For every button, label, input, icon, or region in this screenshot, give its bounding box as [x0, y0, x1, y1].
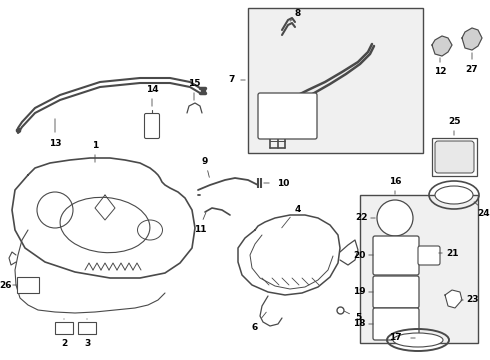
Text: 11: 11 [194, 225, 206, 234]
FancyBboxPatch shape [248, 8, 423, 153]
Polygon shape [432, 36, 452, 56]
Text: 22: 22 [355, 213, 367, 222]
Text: 15: 15 [188, 78, 200, 87]
Text: 27: 27 [466, 66, 478, 75]
FancyBboxPatch shape [258, 93, 317, 139]
FancyBboxPatch shape [373, 276, 419, 308]
Text: 6: 6 [252, 324, 258, 333]
Circle shape [377, 200, 413, 236]
Text: 10: 10 [277, 179, 289, 188]
Text: 17: 17 [389, 333, 401, 342]
Text: 1: 1 [92, 141, 98, 150]
Polygon shape [445, 290, 462, 308]
FancyBboxPatch shape [373, 308, 419, 340]
Text: 14: 14 [146, 85, 158, 94]
Ellipse shape [435, 186, 473, 204]
Text: 8: 8 [295, 9, 301, 18]
FancyBboxPatch shape [78, 322, 96, 334]
Text: 13: 13 [49, 139, 61, 148]
FancyBboxPatch shape [145, 113, 160, 139]
Text: 21: 21 [446, 248, 458, 257]
Text: 7: 7 [229, 76, 235, 85]
Text: 5: 5 [355, 314, 361, 323]
Text: 18: 18 [353, 320, 365, 328]
Text: 19: 19 [353, 288, 366, 297]
FancyBboxPatch shape [17, 277, 39, 293]
FancyBboxPatch shape [360, 195, 478, 343]
Text: 23: 23 [466, 296, 478, 305]
FancyBboxPatch shape [435, 141, 474, 173]
Text: 3: 3 [84, 339, 90, 348]
FancyBboxPatch shape [373, 236, 419, 275]
Text: 2: 2 [61, 339, 67, 348]
Text: 24: 24 [478, 208, 490, 217]
Text: 20: 20 [353, 251, 365, 260]
Text: 26: 26 [0, 280, 11, 289]
Text: 12: 12 [434, 68, 446, 77]
FancyBboxPatch shape [432, 138, 477, 176]
Text: 9: 9 [202, 158, 208, 166]
FancyBboxPatch shape [55, 322, 73, 334]
FancyBboxPatch shape [418, 246, 440, 265]
Text: 16: 16 [389, 177, 401, 186]
Text: 25: 25 [448, 117, 460, 126]
Polygon shape [462, 28, 482, 50]
Text: 4: 4 [295, 206, 301, 215]
Ellipse shape [393, 333, 443, 347]
